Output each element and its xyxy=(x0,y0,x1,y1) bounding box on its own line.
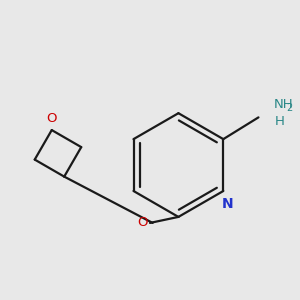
Text: H: H xyxy=(274,115,284,128)
Text: 2: 2 xyxy=(286,103,292,113)
Text: O: O xyxy=(46,112,57,125)
Text: O: O xyxy=(137,216,147,230)
Text: NH: NH xyxy=(274,98,293,111)
Text: N: N xyxy=(221,197,233,211)
